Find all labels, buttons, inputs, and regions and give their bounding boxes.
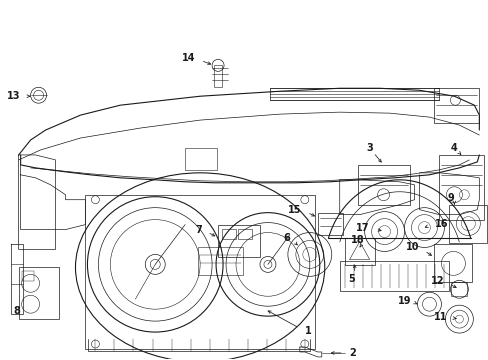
Text: 6: 6: [283, 233, 289, 243]
Text: 12: 12: [430, 276, 444, 286]
Bar: [450, 282, 467, 296]
Bar: [198, 247, 243, 275]
Bar: [433, 244, 471, 282]
Bar: [448, 205, 487, 243]
Bar: [339, 261, 448, 291]
Text: 11: 11: [433, 312, 447, 322]
Text: 5: 5: [347, 274, 354, 284]
Text: 2: 2: [349, 348, 356, 358]
Text: 9: 9: [447, 193, 453, 203]
Bar: [317, 213, 342, 234]
Bar: [433, 88, 478, 123]
Text: 7: 7: [195, 225, 202, 235]
Bar: [357, 165, 408, 205]
Bar: [439, 155, 483, 220]
Text: 13: 13: [7, 91, 20, 101]
Bar: [344, 238, 374, 265]
Text: 4: 4: [450, 143, 457, 153]
Text: 10: 10: [405, 243, 419, 252]
Bar: [19, 267, 59, 319]
Text: 8: 8: [14, 306, 20, 316]
Bar: [238, 229, 251, 239]
Bar: [85, 195, 314, 349]
Text: 17: 17: [355, 222, 369, 233]
Text: 16: 16: [433, 219, 447, 229]
Bar: [222, 229, 236, 239]
Text: 19: 19: [397, 296, 411, 306]
Bar: [214, 66, 222, 87]
Text: 15: 15: [288, 205, 301, 215]
Bar: [218, 225, 260, 257]
Text: 1: 1: [304, 326, 311, 336]
Bar: [185, 148, 217, 170]
Text: 14: 14: [181, 53, 195, 63]
Text: 18: 18: [350, 234, 364, 244]
Bar: [21, 271, 34, 281]
Text: 3: 3: [366, 143, 372, 153]
